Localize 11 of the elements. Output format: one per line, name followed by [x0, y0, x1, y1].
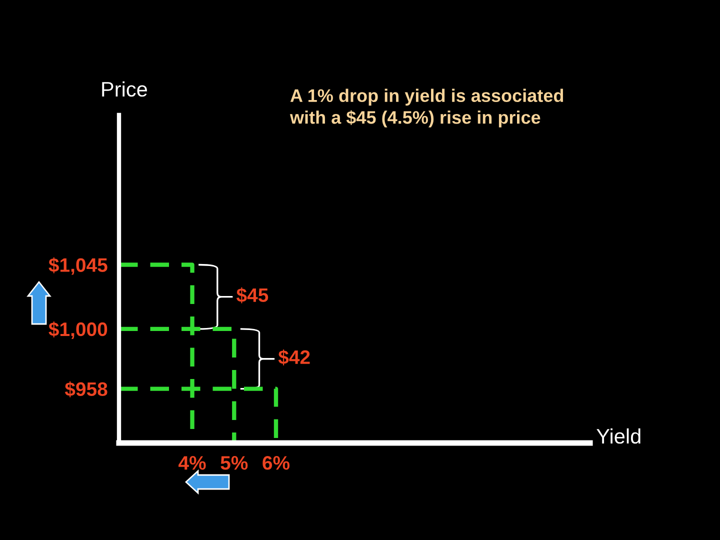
x-tick-label: 6% — [262, 456, 290, 470]
y-tick-label: $1,045 — [48, 257, 108, 275]
x-tick-label: 4% — [178, 456, 206, 470]
y-tick-label: $958 — [64, 381, 108, 398]
chart-title: A 1% drop in yield is associated with a $45 (4.5%) rise in price — [290, 88, 564, 128]
y-tick-label: $1,000 — [48, 322, 108, 339]
x-tick-label: 5% — [220, 456, 248, 470]
annotation: $45 — [236, 287, 268, 304]
annotation: $42 — [278, 349, 310, 366]
x-axis-title: Yield — [596, 428, 640, 444]
y-axis-title: Price — [102, 81, 147, 97]
